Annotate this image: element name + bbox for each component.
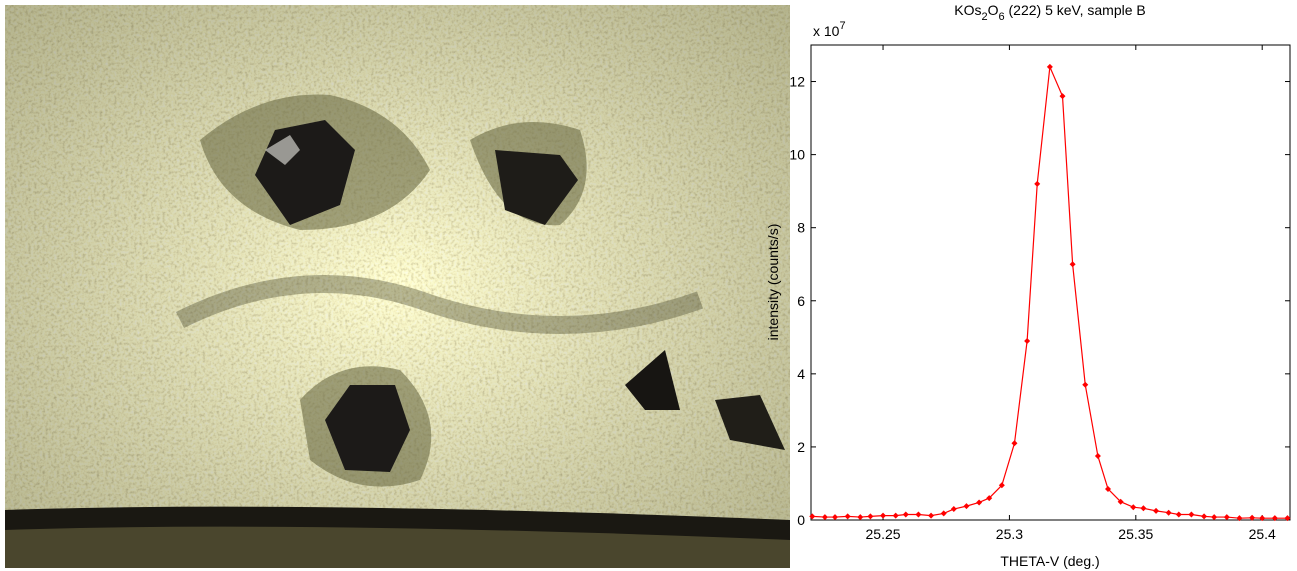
multiplier-base: x 10 bbox=[813, 23, 840, 39]
y-tick-label: 8 bbox=[797, 220, 805, 236]
x-tick-label: 25.4 bbox=[1249, 526, 1276, 542]
plot-frame bbox=[811, 45, 1290, 520]
x-axis-label: THETA-V (deg.) bbox=[1000, 553, 1099, 569]
y-tick-label: 0 bbox=[797, 512, 805, 528]
x-tick-label: 25.35 bbox=[1118, 526, 1153, 542]
page: KOs2O6 (222) 5 keV, sample B x 107 THETA… bbox=[0, 0, 1297, 571]
y-tick-label: 4 bbox=[797, 366, 805, 382]
y-tick-label: 12 bbox=[789, 74, 805, 90]
y-axis-label: intensity (counts/s) bbox=[765, 224, 781, 341]
x-tick-label: 25.25 bbox=[866, 526, 901, 542]
y-tick-label: 10 bbox=[789, 147, 805, 163]
y-multiplier: x 107 bbox=[813, 20, 846, 39]
photo bbox=[5, 5, 790, 568]
chart-title: KOs2O6 (222) 5 keV, sample B bbox=[954, 2, 1146, 23]
x-tick-label: 25.3 bbox=[996, 526, 1023, 542]
multiplier-exponent: 7 bbox=[839, 20, 845, 32]
y-tick-label: 6 bbox=[797, 293, 805, 309]
y-tick-label: 2 bbox=[797, 439, 805, 455]
